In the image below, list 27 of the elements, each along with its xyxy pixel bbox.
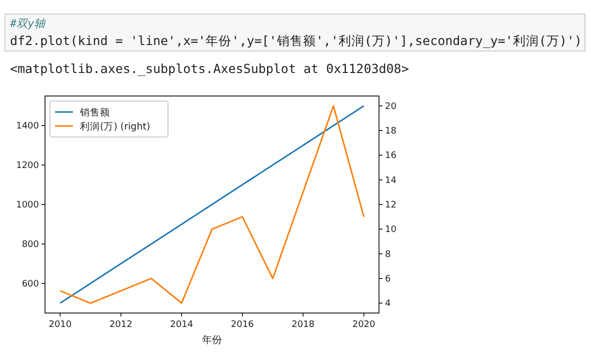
y2-tick-label: 12: [385, 200, 396, 210]
y-tick-label: 800: [22, 240, 40, 250]
legend-label: 销售额: [79, 106, 110, 118]
legend-label: 利润(万) (right): [80, 120, 150, 132]
x-tick-label: 2018: [292, 320, 315, 330]
y-tick-label: 600: [22, 279, 40, 290]
y2-tick-label: 6: [385, 274, 391, 284]
x-tick-label: 2014: [170, 320, 194, 330]
y-tick-label: 1200: [16, 161, 40, 172]
y2-tick-label: 18: [385, 126, 397, 137]
text: <matplotlib.axes._subplots.AxesSubplot at 0x11203d08>: [10, 61, 409, 76]
y2-tick-label: 4: [385, 299, 391, 310]
y2-tick-label: 14: [385, 176, 397, 186]
line-series: [59, 105, 365, 304]
y2-tick-label: 20: [385, 102, 397, 112]
x-tick-label: 2016: [230, 320, 254, 330]
x-tick-label: 2020: [352, 320, 376, 330]
text: df2.plot(kind = 'line',x='年份',y=['销售额','利润(万)'],secondary_y='利润(万)'): [10, 33, 582, 48]
y2-tick-label: 8: [385, 250, 391, 260]
y-tick-label: 1000: [16, 200, 40, 210]
x-tick-label: 2012: [109, 320, 132, 330]
x-tick-label: 2010: [48, 320, 72, 330]
y2-tick-label: 10: [385, 225, 397, 236]
y-tick-label: 1400: [16, 122, 40, 132]
x-axis-title: 年份: [202, 334, 222, 346]
text: #双y轴: [9, 17, 46, 30]
y2-tick-label: 16: [385, 151, 397, 162]
